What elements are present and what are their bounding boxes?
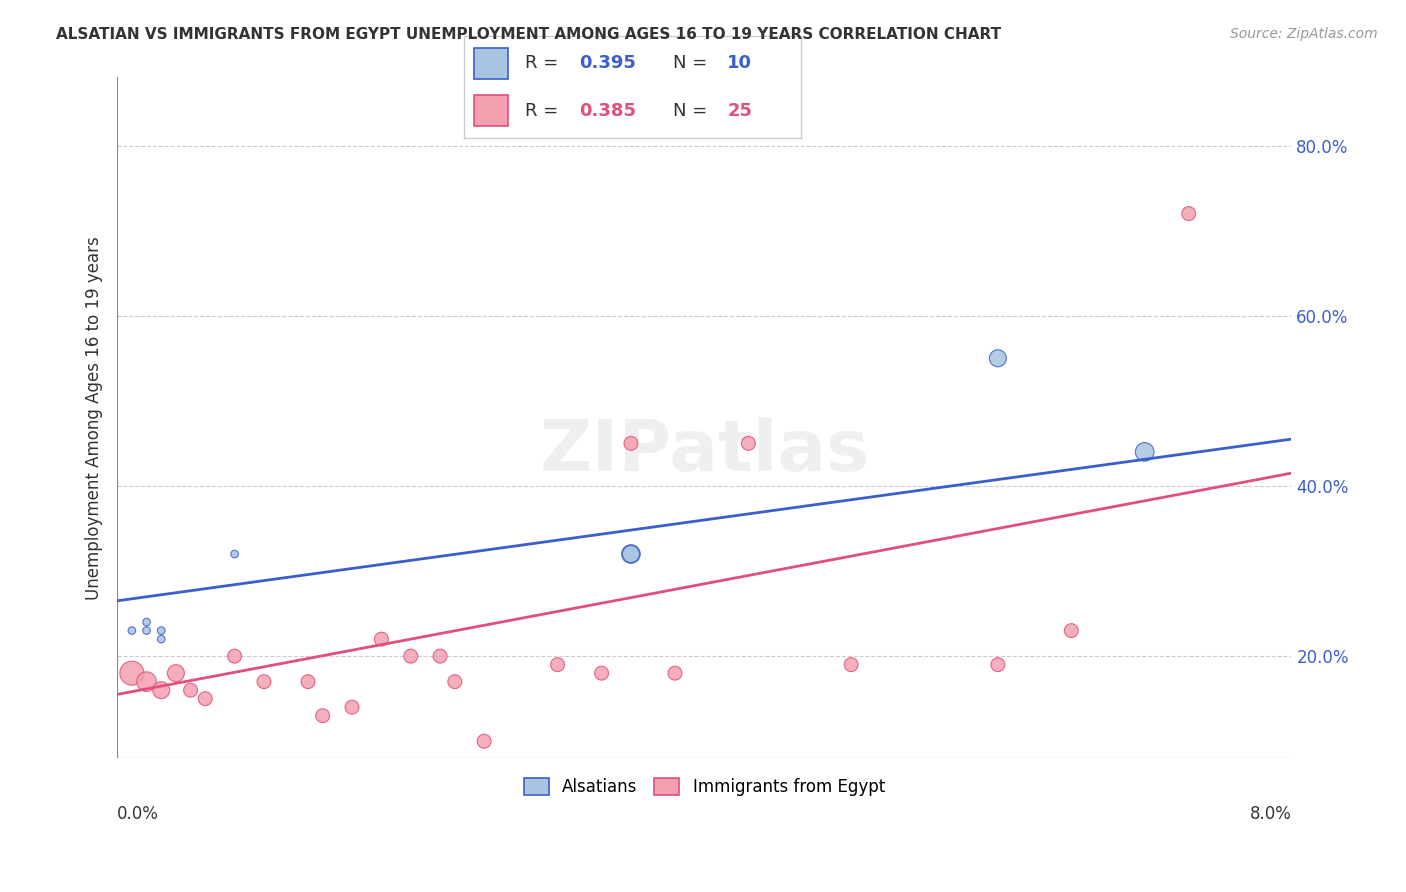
Point (370, 632, 392, 646)
Point (121, 666, 143, 681)
Point (224, 547, 246, 561)
Text: 0.395: 0.395 (579, 54, 636, 72)
Point (987, 351, 1010, 366)
Point (121, 624, 143, 638)
Text: R =: R = (524, 54, 564, 72)
Text: ZIPatlas: ZIPatlas (540, 417, 869, 486)
Text: 10: 10 (727, 54, 752, 72)
Text: 0.385: 0.385 (579, 102, 636, 120)
Text: R =: R = (524, 102, 564, 120)
Text: ALSATIAN VS IMMIGRANTS FROM EGYPT UNEMPLOYMENT AMONG AGES 16 TO 19 YEARS CORRELA: ALSATIAN VS IMMIGRANTS FROM EGYPT UNEMPL… (56, 27, 1001, 42)
Point (297, 674, 319, 689)
Point (737, 436, 759, 450)
Point (253, 674, 276, 689)
Point (429, 649, 451, 664)
Point (620, 547, 643, 561)
Text: N =: N = (673, 102, 713, 120)
Point (399, 649, 422, 664)
Point (135, 624, 157, 638)
Legend: Alsatians, Immigrants from Egypt: Alsatians, Immigrants from Egypt (516, 770, 893, 805)
Point (312, 708, 335, 723)
Point (150, 624, 173, 638)
Text: Source: ZipAtlas.com: Source: ZipAtlas.com (1230, 27, 1378, 41)
Point (591, 666, 613, 681)
Point (1177, 206, 1199, 220)
Text: N =: N = (673, 54, 713, 72)
Point (224, 649, 246, 664)
Point (987, 657, 1010, 672)
Y-axis label: Unemployment Among Ages 16 to 19 years: Unemployment Among Ages 16 to 19 years (86, 236, 103, 599)
Point (135, 615, 157, 629)
Point (150, 632, 173, 646)
Point (180, 683, 202, 698)
Point (1133, 445, 1156, 459)
Point (547, 657, 569, 672)
Point (620, 436, 643, 450)
Point (839, 657, 862, 672)
Point (340, 700, 363, 714)
Point (194, 691, 217, 706)
Text: 0.0%: 0.0% (117, 805, 159, 823)
Point (1060, 624, 1083, 638)
Point (150, 683, 173, 698)
Text: 25: 25 (727, 102, 752, 120)
FancyBboxPatch shape (474, 48, 508, 78)
Point (664, 666, 686, 681)
Point (165, 666, 187, 681)
Point (135, 674, 157, 689)
Point (443, 674, 465, 689)
Point (620, 547, 643, 561)
Point (472, 734, 495, 748)
Text: 8.0%: 8.0% (1250, 805, 1292, 823)
FancyBboxPatch shape (474, 95, 508, 126)
